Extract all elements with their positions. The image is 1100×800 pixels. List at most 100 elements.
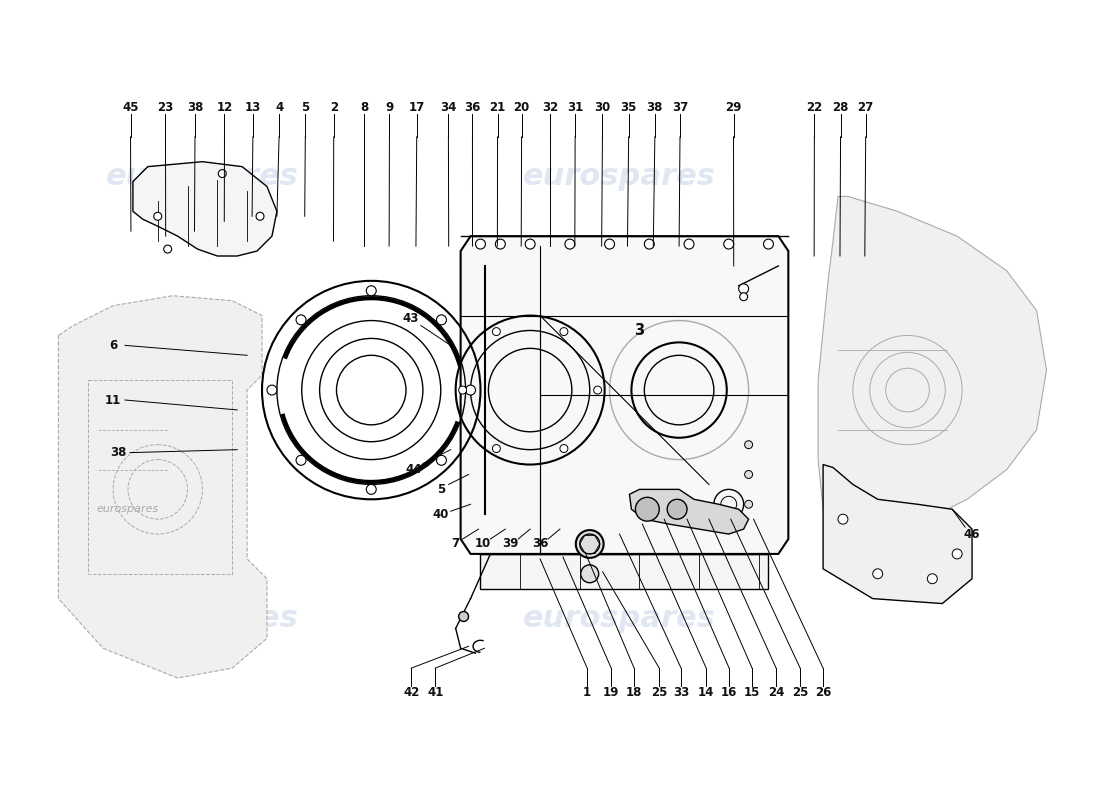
Polygon shape	[823, 465, 972, 603]
Text: 40: 40	[432, 508, 449, 521]
Text: 5: 5	[301, 101, 309, 114]
Text: 42: 42	[403, 686, 419, 699]
Circle shape	[437, 315, 447, 325]
Polygon shape	[58, 296, 267, 678]
Text: 29: 29	[725, 101, 741, 114]
Text: 30: 30	[594, 101, 610, 114]
Circle shape	[953, 549, 962, 559]
Circle shape	[218, 170, 227, 178]
Text: 5: 5	[437, 483, 444, 496]
Text: 31: 31	[566, 101, 583, 114]
Circle shape	[366, 286, 376, 296]
Circle shape	[575, 530, 604, 558]
Circle shape	[668, 499, 688, 519]
Text: 16: 16	[720, 686, 737, 699]
Text: 39: 39	[502, 538, 518, 550]
Text: 44: 44	[406, 463, 422, 476]
Text: 1: 1	[583, 686, 591, 699]
Text: eurospares: eurospares	[524, 162, 716, 191]
Circle shape	[636, 498, 659, 521]
Polygon shape	[481, 554, 769, 589]
Text: 32: 32	[542, 101, 558, 114]
Text: 23: 23	[157, 101, 174, 114]
Text: eurospares: eurospares	[524, 604, 716, 633]
Text: 18: 18	[626, 686, 642, 699]
Circle shape	[745, 441, 752, 449]
Text: 35: 35	[620, 101, 637, 114]
Text: 17: 17	[408, 101, 425, 114]
Circle shape	[256, 212, 264, 220]
Circle shape	[525, 239, 535, 249]
Text: 37: 37	[672, 101, 689, 114]
Circle shape	[437, 455, 447, 466]
Text: 2: 2	[330, 101, 338, 114]
Text: 45: 45	[122, 101, 139, 114]
Text: 12: 12	[217, 101, 232, 114]
Circle shape	[724, 239, 734, 249]
Text: 38: 38	[110, 446, 126, 459]
Circle shape	[465, 385, 475, 395]
Text: 38: 38	[187, 101, 204, 114]
Circle shape	[154, 212, 162, 220]
Text: 46: 46	[964, 527, 980, 541]
Text: eurospares: eurospares	[106, 604, 299, 633]
Circle shape	[684, 239, 694, 249]
Text: 9: 9	[385, 101, 394, 114]
Text: 19: 19	[603, 686, 619, 699]
Circle shape	[739, 284, 749, 294]
Text: 15: 15	[744, 686, 760, 699]
Text: 11: 11	[104, 394, 121, 406]
Text: 6: 6	[109, 339, 118, 352]
Circle shape	[459, 611, 469, 622]
Circle shape	[565, 239, 575, 249]
Circle shape	[366, 485, 376, 494]
Circle shape	[745, 470, 752, 478]
Circle shape	[745, 500, 752, 508]
Circle shape	[475, 239, 485, 249]
Circle shape	[296, 315, 306, 325]
Text: 27: 27	[858, 101, 873, 114]
Text: 36: 36	[532, 538, 548, 550]
Text: 8: 8	[360, 101, 368, 114]
Text: eurospares: eurospares	[106, 162, 299, 191]
Text: 3: 3	[635, 323, 645, 338]
Text: 13: 13	[245, 101, 261, 114]
Polygon shape	[461, 236, 789, 554]
Circle shape	[493, 328, 500, 335]
Bar	[88, 380, 232, 574]
Circle shape	[493, 445, 500, 453]
Polygon shape	[818, 197, 1046, 534]
Circle shape	[645, 239, 654, 249]
Circle shape	[872, 569, 882, 578]
Text: 25: 25	[792, 686, 808, 699]
Circle shape	[560, 328, 568, 335]
Text: 28: 28	[833, 101, 849, 114]
Text: 25: 25	[651, 686, 668, 699]
Text: 7: 7	[452, 538, 460, 550]
Text: 21: 21	[490, 101, 506, 114]
Text: 22: 22	[806, 101, 823, 114]
Circle shape	[763, 239, 773, 249]
Circle shape	[581, 565, 598, 582]
Text: 26: 26	[815, 686, 832, 699]
Circle shape	[495, 239, 505, 249]
Text: 20: 20	[514, 101, 530, 114]
Text: 33: 33	[673, 686, 690, 699]
Polygon shape	[133, 162, 277, 256]
Circle shape	[739, 293, 748, 301]
Text: 41: 41	[427, 686, 443, 699]
Text: 4: 4	[275, 101, 283, 114]
Text: eurospares: eurospares	[97, 504, 160, 514]
Circle shape	[594, 386, 602, 394]
Circle shape	[164, 245, 172, 253]
Circle shape	[605, 239, 615, 249]
Circle shape	[927, 574, 937, 584]
Text: 10: 10	[474, 538, 491, 550]
Text: 38: 38	[647, 101, 663, 114]
Circle shape	[459, 386, 466, 394]
Text: 14: 14	[698, 686, 714, 699]
Polygon shape	[629, 490, 749, 534]
Circle shape	[296, 455, 306, 466]
Circle shape	[560, 445, 568, 453]
Text: 43: 43	[403, 312, 419, 325]
